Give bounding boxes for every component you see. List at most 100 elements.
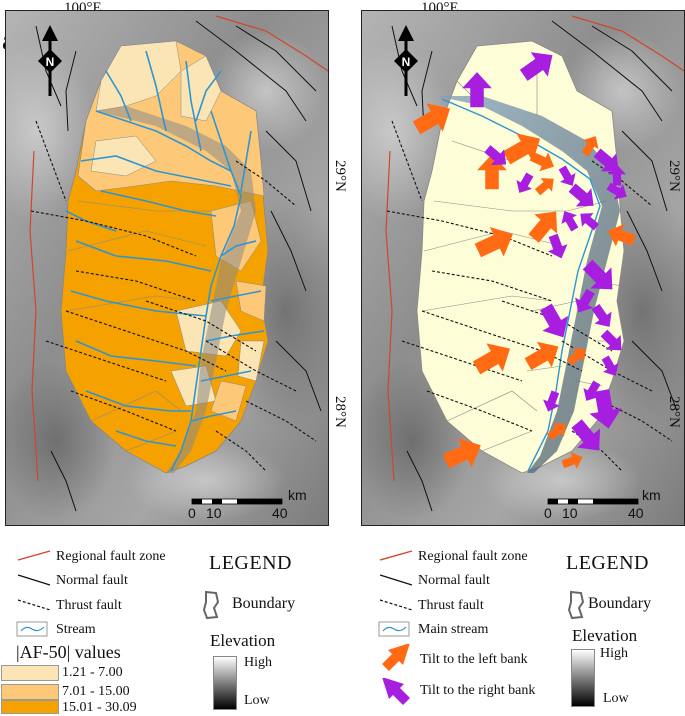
- regional-fault-symbol: [17, 550, 51, 561]
- latitude-label-28-a: 28°N: [332, 396, 348, 428]
- tilt-left-arrow-icon: [524, 341, 559, 370]
- boundary-symbol: [202, 590, 220, 620]
- regional-fault-lines: [385, 15, 684, 482]
- regional-fault-symbol: [379, 550, 413, 561]
- legend-stream: Stream: [56, 622, 96, 637]
- legend-boundary: Boundary: [232, 595, 296, 612]
- elevation-title: Elevation: [572, 626, 638, 645]
- legend-title-b: LEGEND: [566, 552, 649, 574]
- tilt-left-arrow-icon: [561, 452, 583, 469]
- legend-tilt-left: Tilt to the left bank: [420, 652, 528, 667]
- af-class-mid-label: 7.01 - 15.00: [62, 684, 130, 699]
- stream-network: [65, 50, 265, 472]
- tilt-left-arrow-icon: [412, 103, 451, 135]
- scale-tick-10: 10: [562, 505, 578, 521]
- legend-regional-fault: Regional fault zone: [418, 549, 528, 564]
- af-class-low-label: 1.21 - 7.00: [62, 665, 123, 680]
- legend-main-stream: Main stream: [418, 622, 489, 637]
- tilt-right-arrow-icon: [519, 52, 553, 81]
- tilt-left-arrow-icon: [546, 423, 566, 441]
- latitude-label-29-a: 29°N: [332, 160, 348, 192]
- stream-symbol: [16, 621, 48, 637]
- tilt-right-arrow-icon: [580, 213, 600, 231]
- tilt-right-arrow-icon: [589, 389, 622, 429]
- scale-tick-0: 0: [188, 505, 196, 521]
- main-valley: [96, 106, 256, 473]
- thrust-fault-symbol: [17, 599, 51, 611]
- tilt-right-arrow-icon: [608, 164, 626, 186]
- af-class-high-swatch: [1, 700, 59, 714]
- tilt-left-arrow-icon: [382, 644, 410, 671]
- scale-unit: km: [642, 487, 661, 503]
- tilt-left-arrow-icon: [534, 178, 554, 196]
- tilt-right-arrow-icon: [462, 72, 492, 108]
- tilt-arrows: [412, 52, 637, 469]
- legend-title-a: LEGEND: [209, 552, 292, 574]
- elevation-title: Elevation: [210, 631, 276, 650]
- thrust-fault-lines: [386, 120, 673, 472]
- tilt-right-arrow-icon: [571, 419, 601, 451]
- scale-bar: [547, 498, 639, 505]
- tilt-left-arrow-icon: [566, 348, 586, 366]
- normal-fault-symbol: [379, 574, 413, 586]
- legend-tilt-right: Tilt to the right bank: [420, 683, 536, 698]
- svg-text:N: N: [46, 55, 55, 69]
- tilt-right-arrow-icon: [540, 303, 569, 338]
- tilt-right-arrow-icon: [516, 172, 534, 193]
- elevation-low: Low: [244, 693, 270, 708]
- elevation-ramp: [571, 649, 595, 707]
- legend-normal-fault: Normal fault: [56, 573, 128, 588]
- tilt-left-arrow-icon: [502, 133, 541, 165]
- tilt-right-arrow-icon: [568, 183, 594, 207]
- normal-fault-symbol: [17, 574, 51, 586]
- north-arrow: N: [394, 25, 418, 96]
- af-class-mid-swatch: [1, 684, 59, 700]
- basin-medium-patch: [210, 380, 247, 422]
- scale-bar: [191, 498, 283, 505]
- north-arrow: N: [38, 25, 62, 96]
- thrust-fault-symbol: [379, 599, 413, 611]
- tilt-left-arrow-icon: [472, 343, 511, 375]
- svg-text:N: N: [402, 55, 411, 69]
- map-panel-a: N km 0 10 40: [5, 10, 329, 526]
- legend-regional-fault: Regional fault zone: [56, 549, 166, 564]
- scale-unit: km: [288, 487, 307, 503]
- tilt-left-arrow-icon: [581, 136, 599, 157]
- scale-tick-40: 40: [272, 505, 288, 521]
- map-b-svg: N: [362, 11, 684, 525]
- legend-boundary: Boundary: [588, 595, 652, 612]
- tilt-right-arrow-icon: [582, 259, 613, 290]
- scale-tick-0: 0: [544, 505, 552, 521]
- tilt-right-arrow-icon: [600, 329, 622, 351]
- tilt-right-arrow-icon: [591, 304, 612, 327]
- basin-low-patch: [90, 135, 157, 177]
- elevation-low: Low: [603, 691, 629, 706]
- tilt-right-arrow-icon: [593, 148, 619, 172]
- tilt-right-arrow-icon: [484, 145, 507, 166]
- legend-normal-fault: Normal fault: [418, 573, 490, 588]
- map-a-svg: N: [6, 11, 328, 525]
- latitude-label-28-b: 28°N: [666, 396, 682, 428]
- tilt-left-arrow-icon: [529, 151, 554, 172]
- af-values-title: |AF-50| values: [16, 642, 121, 662]
- regional-fault-lines: [29, 15, 328, 482]
- af-class-low-swatch: [1, 665, 59, 681]
- basin-low-patch: [95, 40, 182, 112]
- thrust-fault-lines: [30, 120, 317, 472]
- latitude-label-29-b: 29°N: [666, 160, 682, 192]
- tilt-right-arrow-icon: [575, 288, 595, 313]
- tilt-left-arrow-icon: [607, 224, 637, 247]
- normal-fault-lines: [35, 20, 322, 512]
- tilt-left-arrow-icon: [528, 211, 558, 243]
- tilt-left-arrow-icon: [442, 437, 481, 469]
- main-valley: [437, 96, 620, 473]
- tilt-left-arrow-icon: [474, 226, 513, 258]
- elevation-high: High: [244, 655, 272, 670]
- scale-tick-10: 10: [206, 505, 222, 521]
- boundary-symbol: [567, 590, 585, 620]
- main-stream-symbol: [378, 621, 410, 637]
- basin-low-patch: [237, 340, 265, 382]
- tilt-right-arrow-icon: [547, 233, 568, 259]
- af-class-high-label: 15.01 - 30.09: [62, 700, 137, 715]
- legend-thrust-fault: Thrust fault: [56, 598, 122, 613]
